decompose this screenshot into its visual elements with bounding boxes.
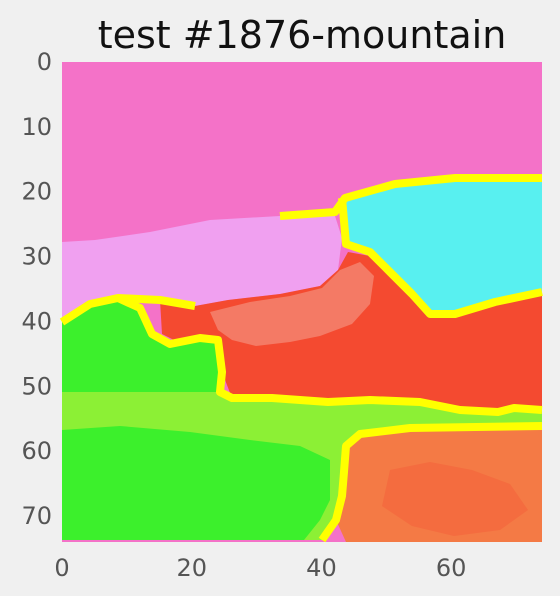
x-tick-label: 20: [176, 554, 207, 582]
segment-rock: [336, 426, 542, 542]
segment-lake: [342, 176, 542, 314]
y-tick-label: 20: [21, 178, 52, 206]
boundary-lake: [279, 174, 543, 318]
segment-tree-lower: [62, 426, 330, 540]
boundary-rock-grass: [318, 422, 543, 543]
y-axis: 0 10 20 30 40 50 60 70: [21, 48, 52, 530]
segment-mountain-highlight: [210, 262, 374, 346]
heatmap-plot-area: [59, 62, 543, 543]
y-tick-label: 30: [21, 243, 52, 271]
y-tick-label: 10: [21, 113, 52, 141]
segment-tree: [62, 298, 222, 392]
y-tick-label: 60: [21, 437, 52, 465]
x-tick-label: 0: [54, 554, 69, 582]
x-axis: 0 20 40 60: [54, 554, 466, 582]
segment-mountain: [160, 252, 542, 412]
segment-rock-speckle: [382, 462, 528, 536]
y-tick-label: 70: [21, 502, 52, 530]
x-tick-label: 40: [306, 554, 337, 582]
chart-title: test #1876-mountain: [98, 13, 507, 57]
y-tick-label: 50: [21, 372, 52, 400]
y-tick-label: 40: [21, 307, 52, 335]
boundary-cloud-tree: [117, 294, 196, 310]
boundary-tree-mountain: [59, 294, 543, 416]
x-tick-label: 60: [436, 554, 467, 582]
y-tick-label: 0: [37, 48, 52, 76]
